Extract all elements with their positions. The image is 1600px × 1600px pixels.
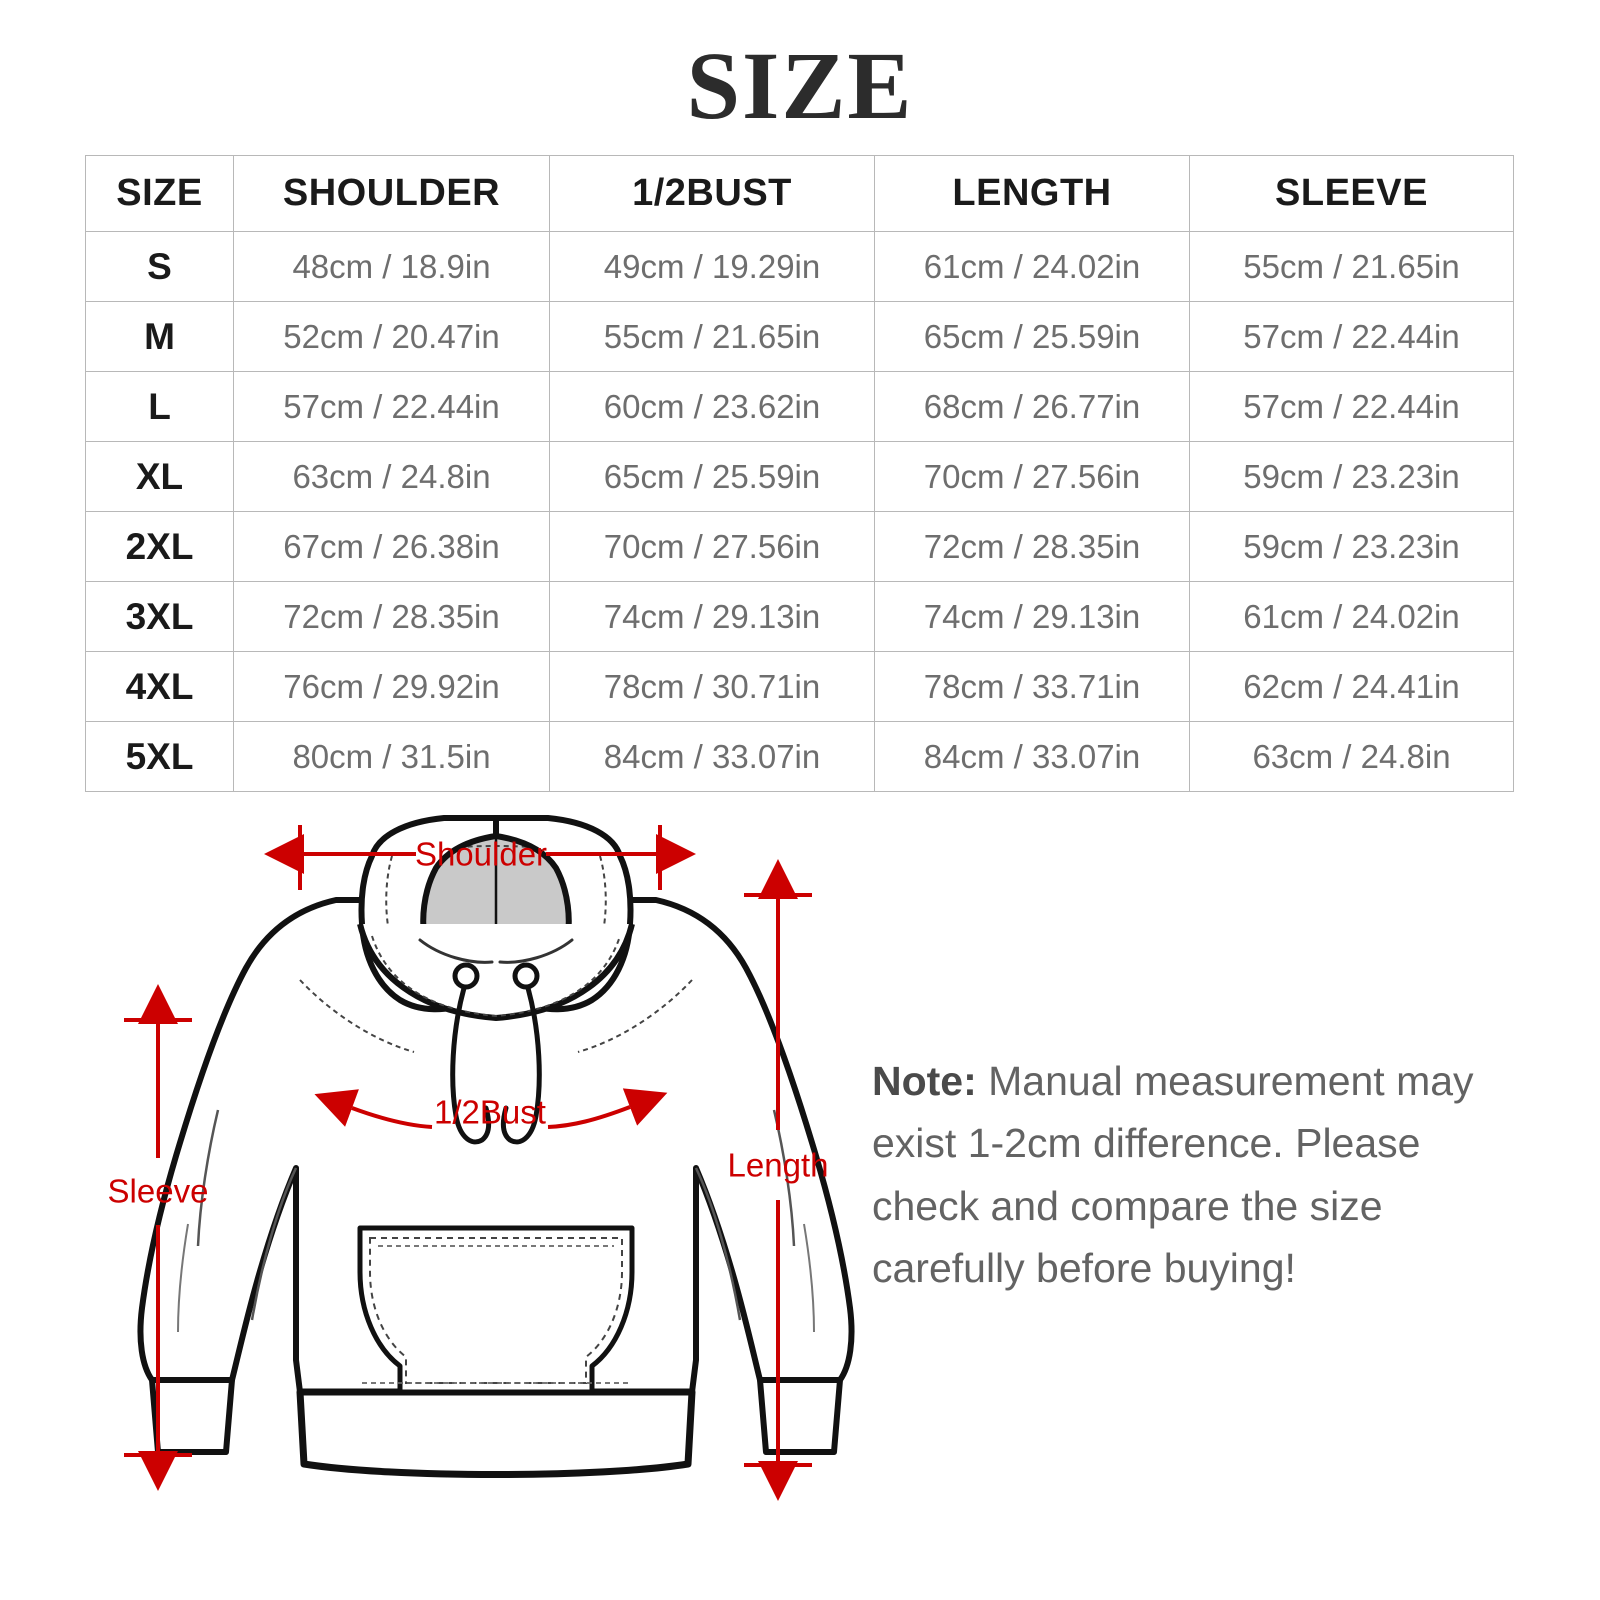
column-header-bust: 1/2BUST <box>549 155 875 232</box>
bust-measurement-label: 1/2Bust <box>434 1094 546 1131</box>
cell-size: S <box>85 231 234 302</box>
bust-measurement-arrow: 1/2Bust <box>314 1088 668 1131</box>
cell-length: 70cm / 27.56in <box>874 441 1190 512</box>
length-measurement-label: Length <box>728 1147 829 1184</box>
table-row: 5XL 80cm / 31.5in 84cm / 33.07in 84cm / … <box>85 721 1514 792</box>
cell-sleeve: 55cm / 21.65in <box>1189 231 1514 302</box>
cell-shoulder: 63cm / 24.8in <box>233 441 550 512</box>
hoodie-illustration-icon <box>137 815 855 1478</box>
page-title: SIZE <box>686 32 914 139</box>
cell-size: 4XL <box>85 651 234 722</box>
cell-bust: 78cm / 30.71in <box>549 651 875 722</box>
table-row: 4XL 76cm / 29.92in 78cm / 30.71in 78cm /… <box>85 651 1514 722</box>
note-text: Manual measurement may exist 1-2cm diffe… <box>872 1058 1474 1291</box>
cell-shoulder: 72cm / 28.35in <box>233 581 550 652</box>
cell-shoulder: 76cm / 29.92in <box>233 651 550 722</box>
cell-length: 65cm / 25.59in <box>874 301 1190 372</box>
table-row: S 48cm / 18.9in 49cm / 19.29in 61cm / 24… <box>85 231 1514 302</box>
cell-size: 5XL <box>85 721 234 792</box>
table-header-row: SIZE SHOULDER 1/2BUST LENGTH SLEEVE <box>85 155 1514 232</box>
cell-bust: 70cm / 27.56in <box>549 511 875 582</box>
cell-bust: 60cm / 23.62in <box>549 371 875 442</box>
cell-sleeve: 63cm / 24.8in <box>1189 721 1514 792</box>
cell-sleeve: 62cm / 24.41in <box>1189 651 1514 722</box>
cell-length: 84cm / 33.07in <box>874 721 1190 792</box>
cell-size: 2XL <box>85 511 234 582</box>
cell-length: 74cm / 29.13in <box>874 581 1190 652</box>
shoulder-measurement-label: Shoulder <box>415 836 547 873</box>
cell-bust: 49cm / 19.29in <box>549 231 875 302</box>
column-header-length: LENGTH <box>874 155 1190 232</box>
size-chart-table: SIZE SHOULDER 1/2BUST LENGTH SLEEVE S 48… <box>85 155 1514 792</box>
length-measurement-arrow: Length <box>728 859 829 1501</box>
cell-length: 68cm / 26.77in <box>874 371 1190 442</box>
cell-sleeve: 59cm / 23.23in <box>1189 511 1514 582</box>
cell-sleeve: 59cm / 23.23in <box>1189 441 1514 512</box>
shoulder-measurement-arrow: Shoulder <box>264 825 696 890</box>
cell-sleeve: 57cm / 22.44in <box>1189 371 1514 442</box>
cell-length: 78cm / 33.71in <box>874 651 1190 722</box>
table-row: XL 63cm / 24.8in 65cm / 25.59in 70cm / 2… <box>85 441 1514 512</box>
cell-sleeve: 57cm / 22.44in <box>1189 301 1514 372</box>
cell-bust: 84cm / 33.07in <box>549 721 875 792</box>
cell-size: M <box>85 301 234 372</box>
cell-size: 3XL <box>85 581 234 652</box>
cell-bust: 74cm / 29.13in <box>549 581 875 652</box>
note-label: Note: <box>872 1058 977 1104</box>
table-row: M 52cm / 20.47in 55cm / 21.65in 65cm / 2… <box>85 301 1514 372</box>
cell-sleeve: 61cm / 24.02in <box>1189 581 1514 652</box>
cell-size: L <box>85 371 234 442</box>
table-row: 2XL 67cm / 26.38in 70cm / 27.56in 72cm /… <box>85 511 1514 582</box>
sleeve-measurement-label: Sleeve <box>108 1173 209 1210</box>
column-header-sleeve: SLEEVE <box>1189 155 1514 232</box>
table-row: L 57cm / 22.44in 60cm / 23.62in 68cm / 2… <box>85 371 1514 442</box>
cell-shoulder: 52cm / 20.47in <box>233 301 550 372</box>
hoodie-measurement-diagram: Shoulder 1/2Bust Length Sleeve <box>0 800 880 1520</box>
cell-bust: 55cm / 21.65in <box>549 301 875 372</box>
column-header-size: SIZE <box>85 155 234 232</box>
cell-shoulder: 48cm / 18.9in <box>233 231 550 302</box>
cell-shoulder: 67cm / 26.38in <box>233 511 550 582</box>
cell-length: 61cm / 24.02in <box>874 231 1190 302</box>
sleeve-measurement-arrow: Sleeve <box>108 984 209 1491</box>
cell-size: XL <box>85 441 234 512</box>
column-header-shoulder: SHOULDER <box>233 155 550 232</box>
cell-length: 72cm / 28.35in <box>874 511 1190 582</box>
table-row: 3XL 72cm / 28.35in 74cm / 29.13in 74cm /… <box>85 581 1514 652</box>
cell-shoulder: 80cm / 31.5in <box>233 721 550 792</box>
measurement-note: Note: Manual measurement may exist 1-2cm… <box>872 1050 1492 1299</box>
cell-bust: 65cm / 25.59in <box>549 441 875 512</box>
cell-shoulder: 57cm / 22.44in <box>233 371 550 442</box>
size-chart-table-container: SIZE SHOULDER 1/2BUST LENGTH SLEEVE S 48… <box>85 155 1514 792</box>
